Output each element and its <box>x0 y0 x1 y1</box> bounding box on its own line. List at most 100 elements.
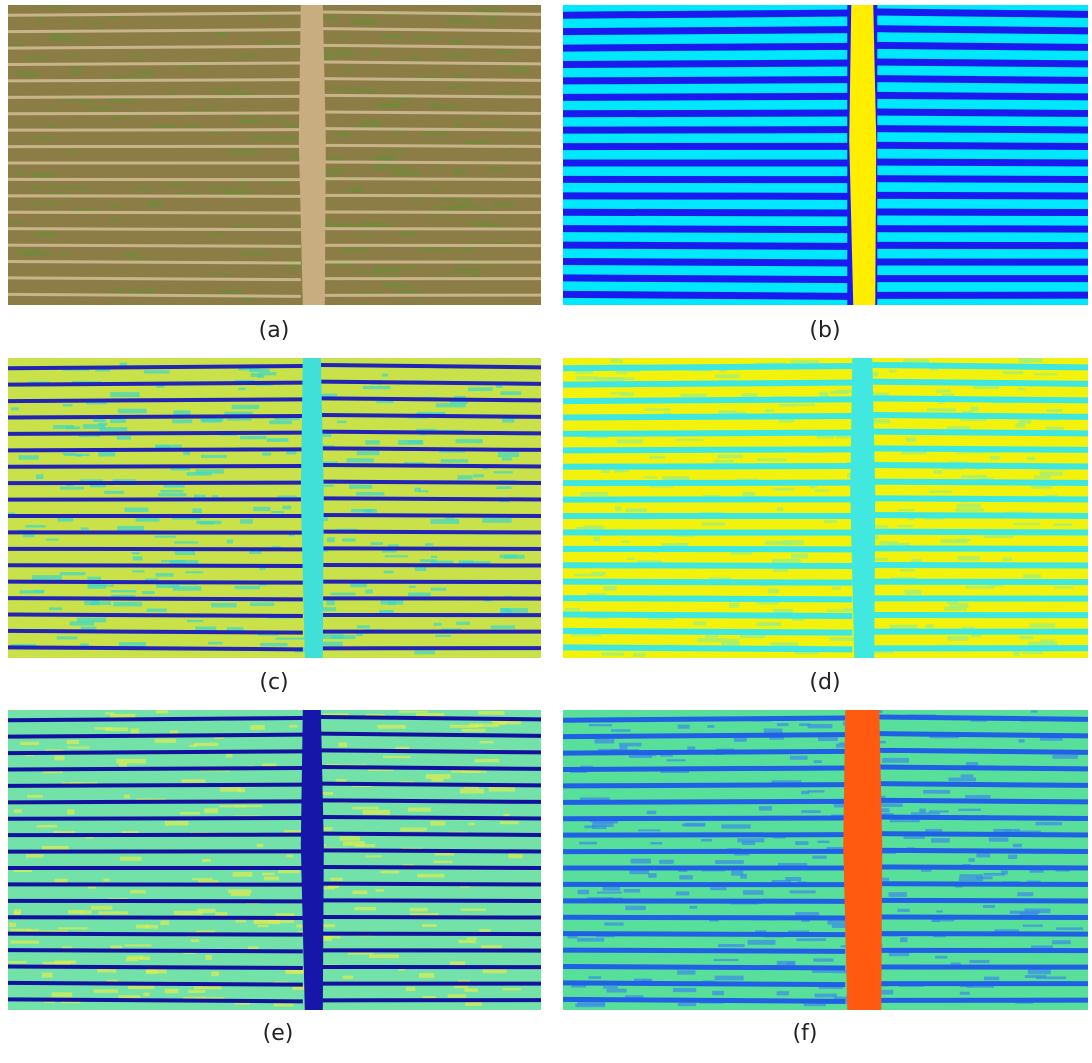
texture <box>194 984 222 990</box>
texture <box>399 231 416 236</box>
texture <box>947 426 971 431</box>
texture <box>76 39 92 42</box>
texture <box>625 905 646 911</box>
texture <box>20 741 40 746</box>
crop-row-gap <box>562 747 1089 756</box>
texture <box>1017 388 1026 391</box>
texture <box>18 71 36 77</box>
texture <box>269 420 292 425</box>
texture <box>192 878 213 881</box>
texture <box>596 891 622 894</box>
texture <box>15 249 44 254</box>
texture <box>24 56 49 61</box>
crop-row-gap <box>562 412 1089 421</box>
texture <box>365 855 382 858</box>
texture <box>103 878 110 882</box>
texture <box>877 989 894 995</box>
texture <box>211 603 237 608</box>
panel-caption: (f) <box>793 1021 818 1046</box>
texture <box>772 488 795 491</box>
texture <box>707 725 715 728</box>
texture <box>285 265 312 269</box>
crop-row-gap <box>562 781 1089 789</box>
texture <box>41 845 69 850</box>
texture <box>374 264 383 268</box>
texture <box>430 518 460 524</box>
texture <box>935 389 951 393</box>
texture <box>42 185 70 189</box>
texture <box>467 387 493 392</box>
texture <box>692 621 707 626</box>
crop-row-gap <box>562 627 1089 636</box>
texture <box>365 713 385 717</box>
texture <box>758 806 773 811</box>
texture <box>603 585 617 591</box>
texture <box>161 560 186 563</box>
texture <box>675 438 703 441</box>
texture <box>373 273 401 277</box>
texture <box>80 626 97 631</box>
texture <box>769 736 784 740</box>
crop-row-gap <box>562 980 1089 988</box>
image-background <box>563 5 1088 305</box>
texture <box>77 617 107 623</box>
crop-row-gap <box>7 831 542 838</box>
texture <box>124 252 141 258</box>
crop-row-gap <box>7 848 542 854</box>
texture <box>395 746 410 751</box>
crop-row-gap <box>7 429 542 436</box>
texture <box>395 289 419 294</box>
texture <box>90 601 112 606</box>
texture <box>454 983 468 989</box>
texture <box>379 609 394 613</box>
texture <box>465 1001 483 1006</box>
texture <box>31 575 62 581</box>
crop-row-gap <box>7 127 542 132</box>
texture <box>715 860 744 864</box>
texture <box>58 927 88 930</box>
texture <box>31 173 57 178</box>
texture <box>580 765 594 768</box>
texture <box>28 202 58 206</box>
crop-row-gap <box>562 578 1089 586</box>
texture <box>385 12 399 17</box>
texture <box>319 393 338 398</box>
texture <box>677 724 690 729</box>
texture <box>636 560 662 564</box>
texture <box>505 609 513 614</box>
texture <box>619 745 628 751</box>
texture <box>731 870 744 876</box>
texture <box>1015 422 1026 428</box>
texture <box>360 119 382 125</box>
texture <box>958 808 981 811</box>
texture <box>494 91 525 94</box>
texture <box>387 165 411 170</box>
texture <box>370 542 384 546</box>
texture <box>362 385 391 390</box>
texture <box>480 945 503 950</box>
texture <box>342 975 353 980</box>
texture <box>215 98 223 101</box>
texture <box>286 450 297 455</box>
texture <box>206 185 233 189</box>
texture <box>155 573 174 577</box>
texture <box>1018 358 1043 363</box>
crop-row-gap <box>7 479 542 486</box>
texture <box>145 924 158 929</box>
texture <box>1002 371 1024 375</box>
texture <box>383 570 394 574</box>
panel-image <box>7 358 542 658</box>
texture <box>961 626 975 630</box>
texture <box>163 483 185 488</box>
texture <box>47 125 57 128</box>
texture <box>507 130 531 135</box>
texture <box>227 418 252 421</box>
texture <box>119 362 128 366</box>
crop-row-gap <box>562 108 1089 118</box>
texture <box>900 937 908 943</box>
texture <box>326 263 355 266</box>
crop-row-gap <box>7 260 542 265</box>
texture <box>813 958 834 962</box>
texture <box>232 54 255 58</box>
texture <box>13 868 33 873</box>
